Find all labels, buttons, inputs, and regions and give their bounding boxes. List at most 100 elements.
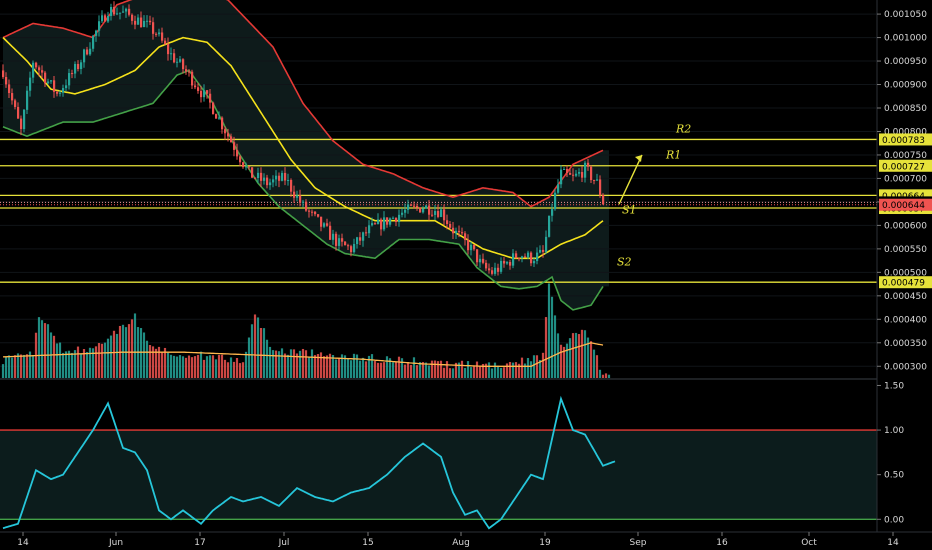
volume-bar xyxy=(100,343,104,378)
price-tick-label: 0.000950 xyxy=(884,57,927,67)
candle-body xyxy=(77,63,80,70)
volume-bar xyxy=(163,347,167,378)
volume-bar xyxy=(520,357,524,378)
candle-body xyxy=(386,217,389,225)
volume-bar xyxy=(37,317,41,378)
candle-body xyxy=(437,211,440,217)
candle-body xyxy=(296,195,299,198)
volume-bar xyxy=(409,364,413,378)
volume-bar xyxy=(562,346,566,378)
candle-body xyxy=(158,32,161,35)
price-tick-label: 0.000500 xyxy=(884,268,927,278)
volume-bar xyxy=(181,356,185,378)
candle-body xyxy=(557,184,560,193)
candle-body xyxy=(137,17,140,25)
candle-body xyxy=(56,91,59,94)
volume-bar xyxy=(352,353,356,378)
candle-body xyxy=(191,71,194,86)
candle-body xyxy=(131,14,134,21)
candle-body xyxy=(596,179,599,181)
arrow-line xyxy=(618,154,643,205)
candle-body xyxy=(575,173,578,176)
price-tick-label: 0.000850 xyxy=(884,104,927,114)
volume-bar xyxy=(403,364,407,378)
volume-bar xyxy=(58,342,62,378)
price-tick-label: 0.000750 xyxy=(884,151,927,161)
volume-bar xyxy=(133,313,137,378)
candle-body xyxy=(350,246,353,253)
candle-body xyxy=(581,172,584,178)
volume-bar xyxy=(142,332,146,378)
volume-bar xyxy=(466,361,470,378)
volume-bar xyxy=(343,355,347,378)
candle-body xyxy=(347,245,350,247)
candle-body xyxy=(584,162,587,178)
volume-bar xyxy=(571,333,575,378)
volume-bar xyxy=(121,324,125,378)
volume-bar xyxy=(151,346,155,378)
volume-bar xyxy=(241,362,245,378)
candles[interactable] xyxy=(2,1,605,276)
candle-body xyxy=(524,256,527,258)
candle-body xyxy=(371,223,374,226)
volume-bar xyxy=(511,362,515,378)
candle-body xyxy=(2,70,5,78)
osc-tick-label: 1.00 xyxy=(884,426,904,436)
price-tag-text: 0.000644 xyxy=(882,201,925,211)
candle-body xyxy=(119,12,122,14)
candle-body xyxy=(59,92,62,94)
volume-bar xyxy=(469,367,473,378)
volume-bar xyxy=(256,317,260,378)
candle-body xyxy=(395,217,398,222)
candle-body xyxy=(50,80,53,82)
candle-body xyxy=(413,205,416,207)
volume-bar xyxy=(286,354,290,378)
candle-body xyxy=(515,253,518,258)
candle-body xyxy=(200,90,203,98)
candle-body xyxy=(224,129,227,134)
volume-bar xyxy=(265,339,269,378)
volume-bar xyxy=(328,353,332,378)
volume-bar xyxy=(592,349,596,378)
candle-body xyxy=(392,217,395,219)
volume-bar xyxy=(490,368,494,378)
time-tick-label: 14 xyxy=(887,538,899,548)
volume-bar xyxy=(160,352,164,378)
candle-body xyxy=(311,211,314,213)
volume-bar xyxy=(334,359,338,378)
candle-body xyxy=(167,43,170,55)
time-tick-label: 15 xyxy=(362,538,373,548)
volume-bar xyxy=(391,362,395,378)
candle-body xyxy=(503,260,506,264)
candle-body xyxy=(446,220,449,224)
candle-body xyxy=(422,208,425,213)
candle-body xyxy=(230,136,233,143)
candle-body xyxy=(206,90,209,94)
price-tick-label: 0.000550 xyxy=(884,245,927,255)
candle-body xyxy=(140,17,143,28)
candle-body xyxy=(233,142,236,150)
volume-bar xyxy=(184,357,188,378)
volume-bar xyxy=(508,361,512,378)
price-tick-label: 0.000700 xyxy=(884,174,927,184)
candle-body xyxy=(587,162,590,167)
candle-body xyxy=(494,267,497,274)
candle-body xyxy=(62,88,65,93)
candle-body xyxy=(185,69,188,72)
volume-bar xyxy=(406,362,410,378)
time-tick-label: Jun xyxy=(108,538,123,548)
candle-body xyxy=(509,262,512,266)
candle-body xyxy=(107,15,110,22)
volume-ma-line xyxy=(2,342,604,367)
candle-body xyxy=(440,209,443,217)
volume-bar xyxy=(127,324,131,378)
candle-body xyxy=(329,225,332,240)
candle-body xyxy=(452,227,455,234)
candle-body xyxy=(428,205,431,215)
volume-bar xyxy=(130,319,134,378)
osc-tick-label: 0.50 xyxy=(884,471,904,481)
level-tag-text: 0.000783 xyxy=(882,136,925,146)
candle-body xyxy=(425,205,428,209)
volume-bar xyxy=(370,354,374,378)
